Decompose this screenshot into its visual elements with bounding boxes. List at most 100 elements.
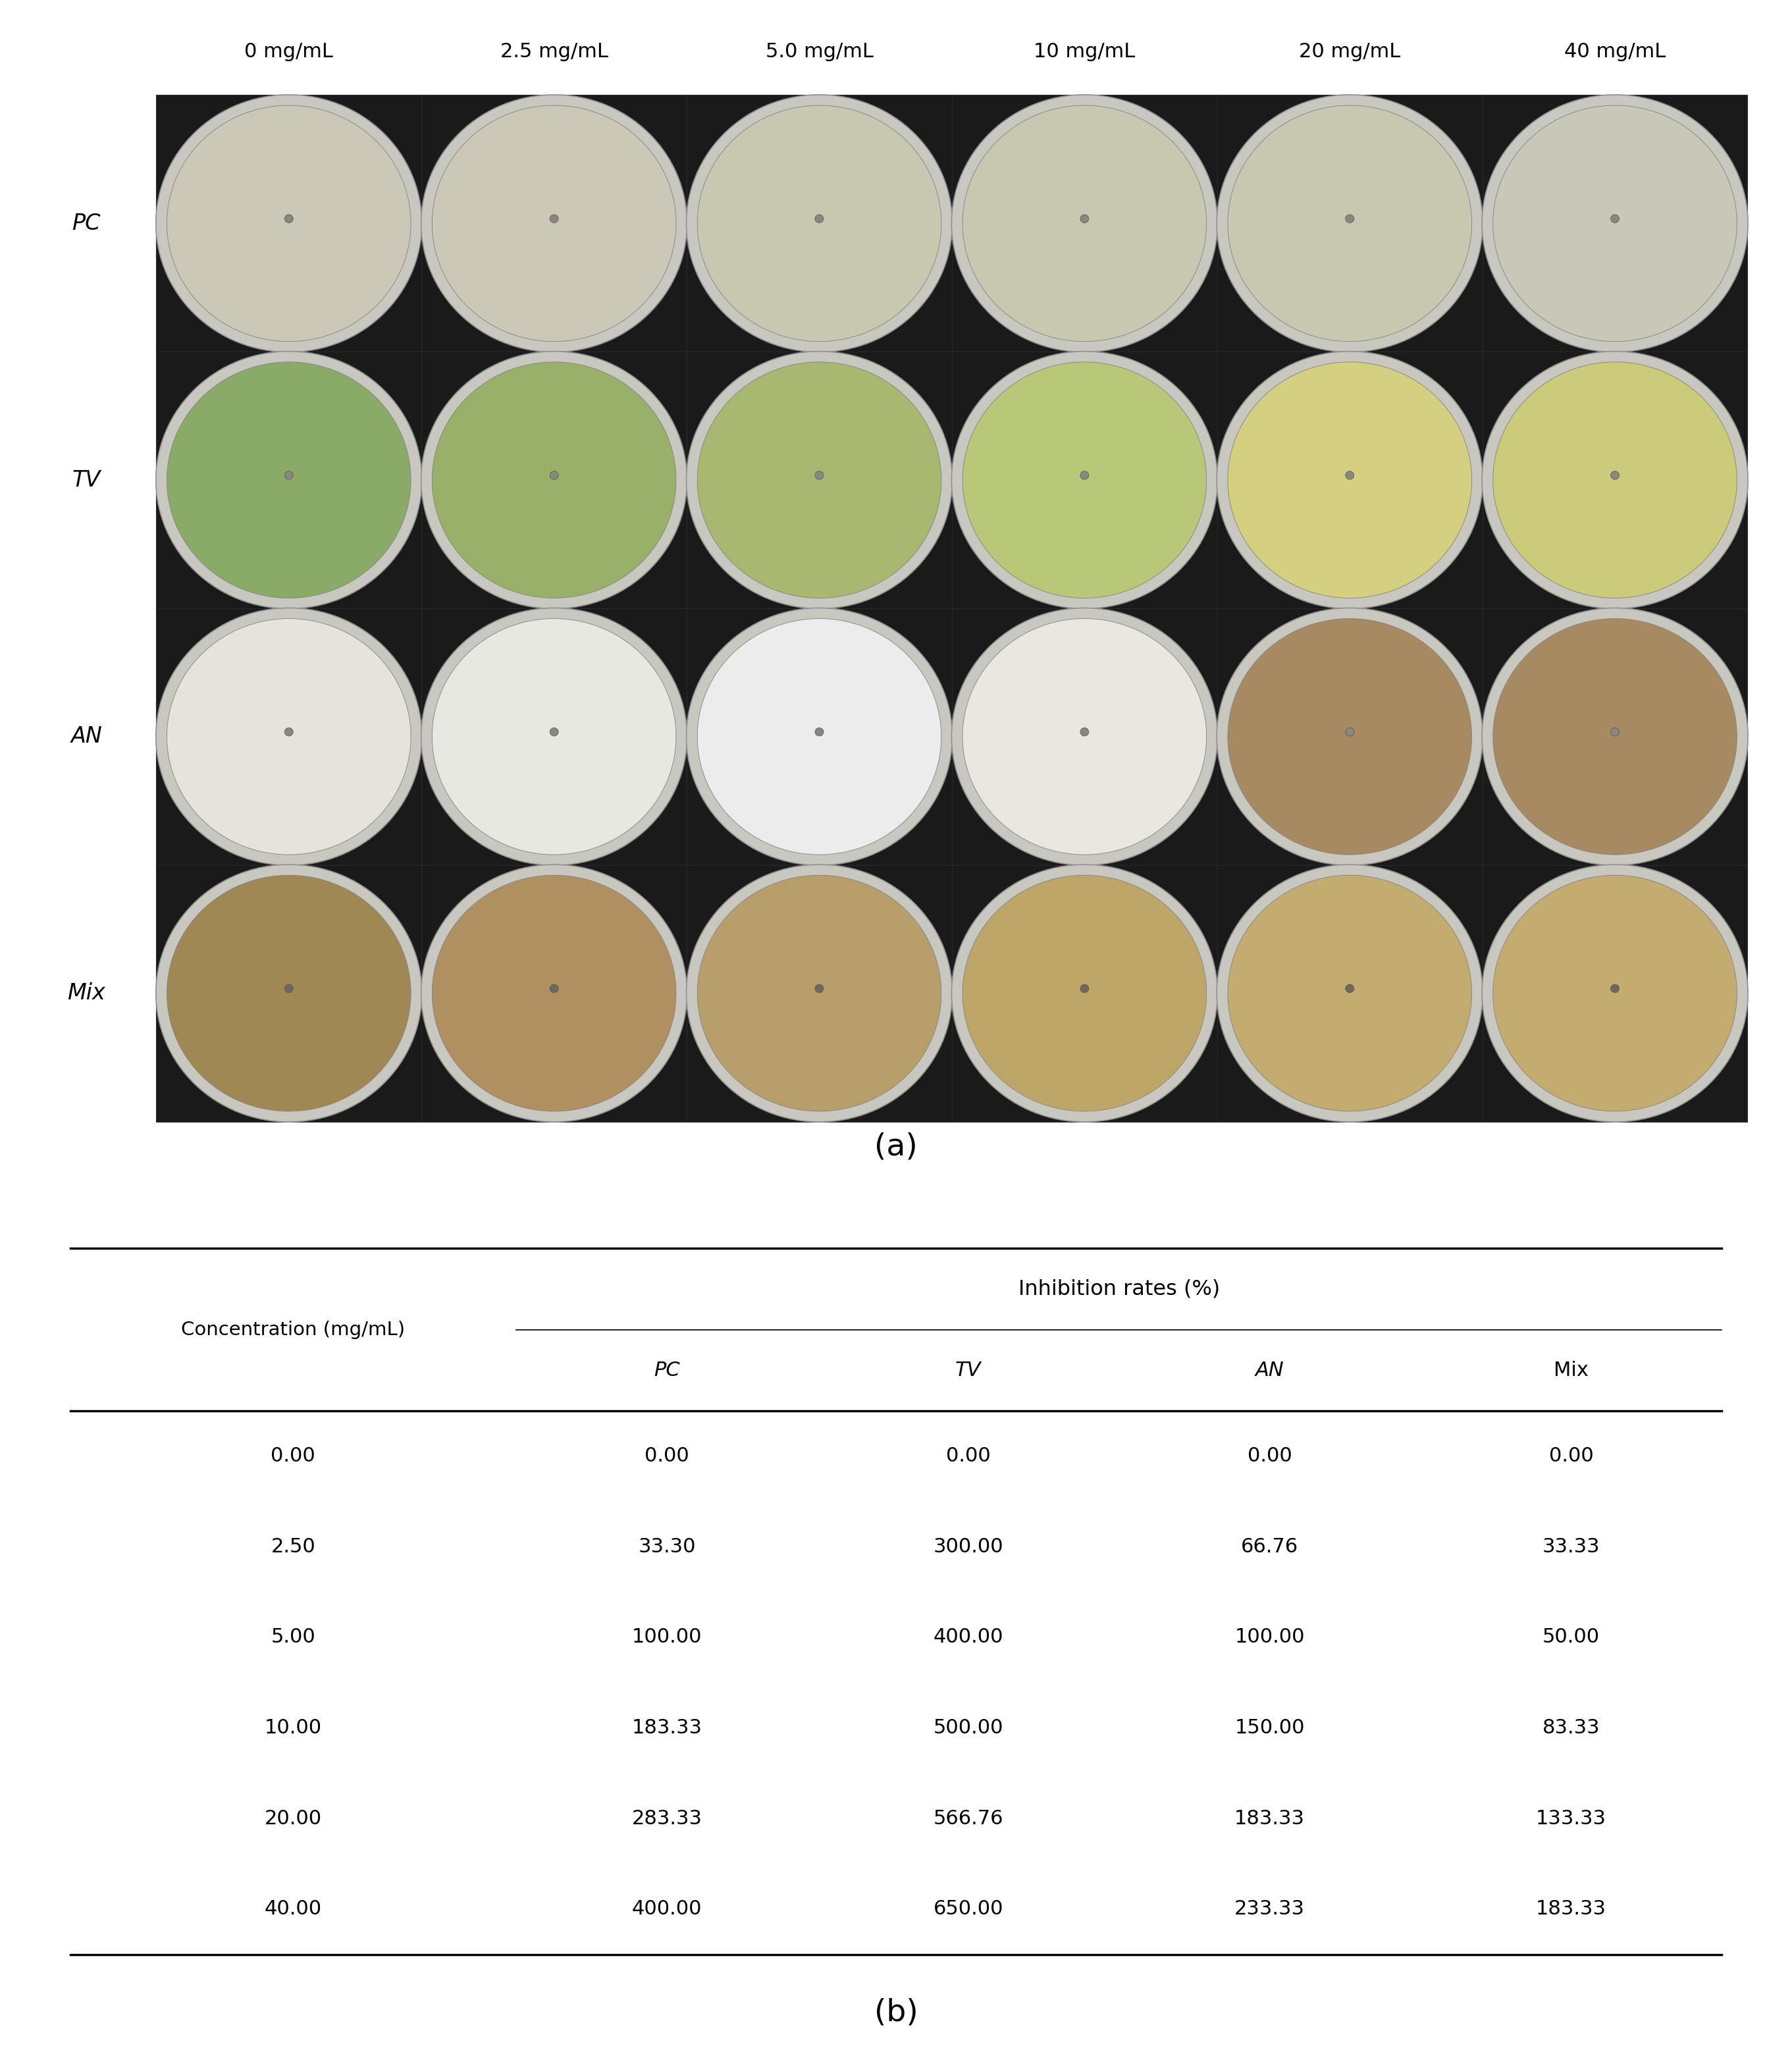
Ellipse shape (1346, 471, 1355, 480)
Bar (1217, 352, 1482, 609)
Ellipse shape (285, 471, 294, 480)
Ellipse shape (550, 984, 559, 992)
Ellipse shape (1217, 864, 1482, 1122)
Text: 33.33: 33.33 (1543, 1537, 1600, 1556)
Bar (156, 95, 421, 352)
Ellipse shape (421, 95, 686, 352)
Ellipse shape (1482, 864, 1747, 1122)
Bar (156, 864, 421, 1122)
Text: 20 mg/mL: 20 mg/mL (1299, 43, 1401, 62)
Text: 10 mg/mL: 10 mg/mL (1034, 43, 1136, 62)
Ellipse shape (1081, 984, 1090, 992)
Text: 0.00: 0.00 (946, 1447, 991, 1465)
Ellipse shape (1611, 984, 1620, 992)
Ellipse shape (156, 607, 421, 864)
Text: 0.00: 0.00 (1548, 1447, 1593, 1465)
Text: 300.00: 300.00 (934, 1537, 1004, 1556)
Bar (952, 609, 1217, 864)
Bar (686, 609, 952, 864)
Bar (686, 352, 952, 609)
Ellipse shape (1081, 214, 1090, 222)
Text: AN: AN (1254, 1360, 1285, 1379)
Bar (156, 95, 1747, 1122)
Ellipse shape (1493, 875, 1736, 1111)
Ellipse shape (1346, 729, 1355, 737)
Ellipse shape (1217, 352, 1482, 609)
Ellipse shape (952, 352, 1217, 609)
Text: 133.33: 133.33 (1536, 1809, 1606, 1828)
Text: 2.5 mg/mL: 2.5 mg/mL (500, 43, 607, 62)
Bar (421, 95, 686, 352)
Ellipse shape (1493, 619, 1736, 854)
Ellipse shape (952, 95, 1217, 352)
Ellipse shape (167, 875, 410, 1111)
Bar (952, 864, 1217, 1122)
Text: 66.76: 66.76 (1242, 1537, 1299, 1556)
Ellipse shape (550, 471, 559, 480)
Ellipse shape (432, 619, 676, 854)
Ellipse shape (1081, 471, 1090, 480)
Bar (1217, 95, 1482, 352)
Text: Mix: Mix (68, 982, 106, 1004)
Text: 33.30: 33.30 (638, 1537, 695, 1556)
Ellipse shape (686, 864, 952, 1122)
Ellipse shape (1228, 619, 1471, 854)
Text: TV: TV (955, 1360, 982, 1379)
Text: 40.00: 40.00 (265, 1900, 323, 1918)
Text: 0 mg/mL: 0 mg/mL (244, 43, 333, 62)
Ellipse shape (421, 352, 686, 609)
Bar (1482, 864, 1747, 1122)
Text: (b): (b) (874, 1998, 918, 2027)
Text: PC: PC (654, 1360, 679, 1379)
Text: 650.00: 650.00 (934, 1900, 1004, 1918)
Bar (421, 864, 686, 1122)
Ellipse shape (1482, 95, 1747, 352)
Ellipse shape (156, 864, 421, 1122)
Text: 0.00: 0.00 (1247, 1447, 1292, 1465)
Text: TV: TV (72, 469, 100, 492)
Ellipse shape (156, 352, 421, 609)
Ellipse shape (550, 729, 559, 737)
Text: 183.33: 183.33 (631, 1718, 702, 1737)
Text: 83.33: 83.33 (1543, 1718, 1600, 1737)
Bar (421, 609, 686, 864)
Ellipse shape (815, 984, 824, 992)
Text: 100.00: 100.00 (1235, 1628, 1305, 1646)
Text: 183.33: 183.33 (1235, 1809, 1305, 1828)
Text: 5.00: 5.00 (271, 1628, 315, 1646)
Ellipse shape (1611, 729, 1620, 737)
Ellipse shape (156, 95, 421, 352)
Ellipse shape (686, 607, 952, 864)
Text: Concentration (mg/mL): Concentration (mg/mL) (181, 1321, 405, 1340)
Ellipse shape (1081, 729, 1090, 737)
Ellipse shape (167, 362, 410, 599)
Bar (1482, 352, 1747, 609)
Text: Inhibition rates (%): Inhibition rates (%) (1018, 1278, 1220, 1299)
Ellipse shape (962, 362, 1206, 599)
Ellipse shape (952, 607, 1217, 864)
Ellipse shape (697, 105, 941, 342)
Ellipse shape (815, 471, 824, 480)
Ellipse shape (1217, 607, 1482, 864)
Text: 0.00: 0.00 (271, 1447, 315, 1465)
Ellipse shape (1346, 214, 1355, 222)
Ellipse shape (421, 607, 686, 864)
Ellipse shape (432, 875, 676, 1111)
Text: 40 mg/mL: 40 mg/mL (1564, 43, 1667, 62)
Ellipse shape (697, 362, 941, 599)
Text: 500.00: 500.00 (934, 1718, 1004, 1737)
Ellipse shape (1228, 875, 1471, 1111)
Ellipse shape (1611, 214, 1620, 222)
Text: 5.0 mg/mL: 5.0 mg/mL (765, 43, 873, 62)
Ellipse shape (1611, 471, 1620, 480)
Ellipse shape (962, 875, 1206, 1111)
Text: 0.00: 0.00 (645, 1447, 690, 1465)
Ellipse shape (1228, 105, 1471, 342)
Text: (a): (a) (874, 1132, 918, 1161)
Ellipse shape (686, 95, 952, 352)
Ellipse shape (962, 105, 1206, 342)
Text: 566.76: 566.76 (934, 1809, 1004, 1828)
Ellipse shape (432, 105, 676, 342)
Bar (1482, 609, 1747, 864)
Ellipse shape (1493, 362, 1736, 599)
